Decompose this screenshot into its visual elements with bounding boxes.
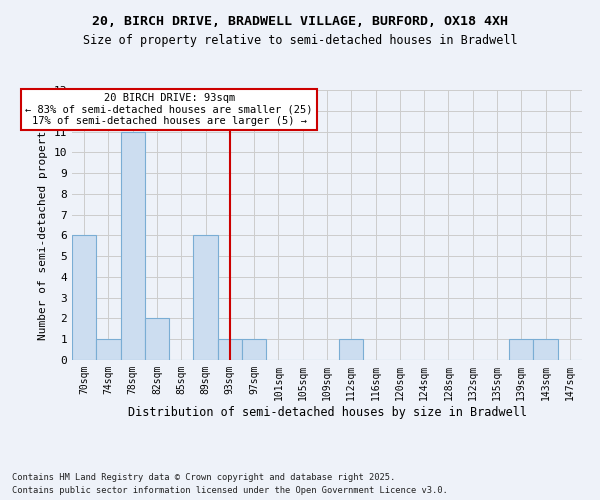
Text: 20, BIRCH DRIVE, BRADWELL VILLAGE, BURFORD, OX18 4XH: 20, BIRCH DRIVE, BRADWELL VILLAGE, BURFO… — [92, 15, 508, 28]
Text: 20 BIRCH DRIVE: 93sqm
← 83% of semi-detached houses are smaller (25)
17% of semi: 20 BIRCH DRIVE: 93sqm ← 83% of semi-deta… — [25, 93, 313, 126]
Bar — [72, 236, 96, 360]
Bar — [533, 339, 558, 360]
Bar — [96, 339, 121, 360]
Bar — [193, 236, 218, 360]
Bar — [121, 132, 145, 360]
Text: Contains public sector information licensed under the Open Government Licence v3: Contains public sector information licen… — [12, 486, 448, 495]
Bar — [145, 318, 169, 360]
Bar — [509, 339, 533, 360]
Bar — [242, 339, 266, 360]
Text: Size of property relative to semi-detached houses in Bradwell: Size of property relative to semi-detach… — [83, 34, 517, 47]
Bar — [339, 339, 364, 360]
Text: Contains HM Land Registry data © Crown copyright and database right 2025.: Contains HM Land Registry data © Crown c… — [12, 474, 395, 482]
Bar — [218, 339, 242, 360]
X-axis label: Distribution of semi-detached houses by size in Bradwell: Distribution of semi-detached houses by … — [128, 406, 527, 418]
Y-axis label: Number of semi-detached properties: Number of semi-detached properties — [38, 110, 48, 340]
